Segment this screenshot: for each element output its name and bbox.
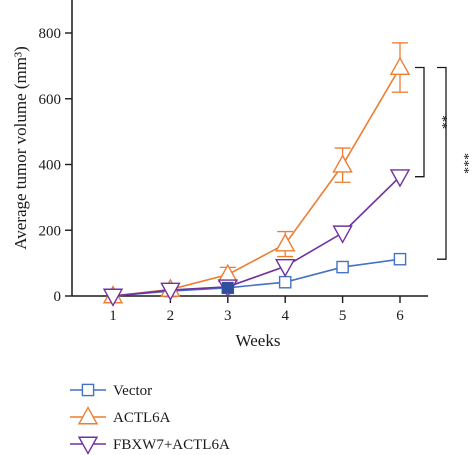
data-point bbox=[278, 275, 292, 289]
data-point bbox=[393, 252, 407, 266]
y-tick-label: 200 bbox=[39, 223, 62, 239]
legend-marker bbox=[77, 406, 99, 425]
significance-brackets: ***** bbox=[415, 66, 471, 260]
significance-label: *** bbox=[456, 153, 471, 174]
y-tick-label: 400 bbox=[39, 158, 62, 174]
y-tick-label: 600 bbox=[39, 92, 62, 108]
x-tick-label: 6 bbox=[396, 308, 404, 324]
legend: Vector ACTL6A FBXW7+ACTL6A bbox=[70, 383, 230, 455]
legend-label: FBXW7+ACTL6A bbox=[113, 437, 230, 453]
significance-label: ** bbox=[434, 115, 449, 129]
highlighted-data-point bbox=[221, 281, 234, 294]
series-line bbox=[112, 258, 401, 297]
legend-marker bbox=[81, 383, 95, 397]
x-tick-label: 3 bbox=[224, 308, 232, 324]
bracket-line bbox=[437, 66, 447, 260]
x-tick-label: 1 bbox=[109, 308, 117, 324]
series-line bbox=[112, 67, 401, 297]
y-tick-label: 0 bbox=[54, 289, 62, 305]
legend-item: FBXW7+ACTL6A bbox=[70, 436, 230, 455]
x-tick-label: 4 bbox=[281, 308, 289, 324]
data-point bbox=[389, 169, 411, 188]
series-line bbox=[112, 176, 401, 297]
legend-label: ACTL6A bbox=[113, 410, 171, 426]
bracket-line bbox=[415, 66, 425, 178]
legend-marker bbox=[77, 436, 99, 455]
data-point bbox=[102, 288, 124, 307]
legend-label: Vector bbox=[113, 383, 152, 399]
data-point bbox=[332, 154, 353, 173]
axes bbox=[71, 0, 428, 297]
data-point bbox=[160, 282, 181, 301]
y-ticks: 0 200 400 600 800 bbox=[39, 26, 72, 305]
data-point bbox=[275, 258, 296, 278]
data-point bbox=[332, 225, 353, 244]
x-tick-label: 5 bbox=[339, 308, 347, 324]
y-tick-label: 800 bbox=[39, 26, 62, 42]
data-point bbox=[336, 260, 349, 274]
legend-item: ACTL6A bbox=[70, 406, 171, 426]
significance-bracket: *** bbox=[437, 66, 471, 260]
legend-item: Vector bbox=[70, 383, 152, 399]
data-point bbox=[389, 56, 411, 75]
x-axis-title: Weeks bbox=[236, 331, 281, 350]
x-ticks: 1 2 3 4 5 6 bbox=[109, 296, 404, 324]
series-vector bbox=[106, 252, 407, 303]
series-layer bbox=[102, 42, 411, 307]
y-axis-title: Average tumor volume (mm³) bbox=[11, 46, 30, 250]
significance-bracket: ** bbox=[415, 66, 449, 178]
data-point bbox=[275, 233, 296, 252]
x-tick-label: 2 bbox=[167, 308, 175, 324]
